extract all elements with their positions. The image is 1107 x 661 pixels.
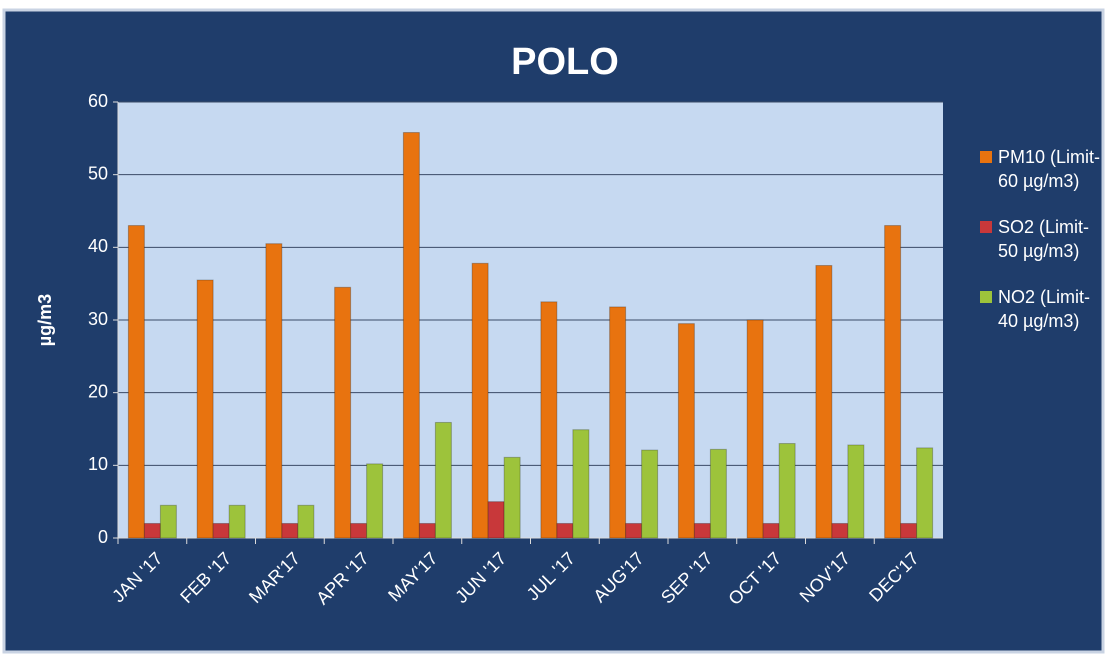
bar xyxy=(196,279,214,539)
legend-swatch xyxy=(980,151,992,163)
bar xyxy=(503,456,521,539)
bar xyxy=(572,429,590,539)
bar xyxy=(540,301,558,539)
bar xyxy=(847,444,865,539)
bar xyxy=(884,225,902,539)
chart-title: POLO xyxy=(511,41,619,83)
bar xyxy=(693,522,711,539)
legend: PM10 (Limit- 60 µg/m3) SO2 (Limit- 50 µg/… xyxy=(980,145,1100,355)
y-axis-label: µg/m3 xyxy=(35,294,55,346)
legend-item: SO2 (Limit- 50 µg/m3) xyxy=(980,215,1100,263)
bar xyxy=(350,522,368,539)
bar xyxy=(212,522,230,539)
legend-label: NO2 (Limit- 40 µg/m3) xyxy=(998,287,1091,331)
bar xyxy=(228,504,246,539)
bar xyxy=(366,463,384,539)
bar xyxy=(625,522,643,539)
bar xyxy=(831,522,849,539)
legend-label: SO2 (Limit- 50 µg/m3) xyxy=(998,217,1090,261)
bar xyxy=(641,449,659,539)
bar xyxy=(334,286,352,539)
bar xyxy=(709,448,727,539)
y-tick-label: 50 xyxy=(88,163,108,183)
y-tick-label: 30 xyxy=(88,309,108,329)
legend-label: PM10 (Limit- 60 µg/m3) xyxy=(998,147,1101,191)
bar xyxy=(556,522,574,539)
bar xyxy=(281,522,299,539)
bar xyxy=(916,447,934,539)
bar xyxy=(297,504,315,539)
bar xyxy=(418,522,436,539)
y-tick-label: 0 xyxy=(98,527,108,547)
legend-swatch xyxy=(980,291,992,303)
bar xyxy=(487,501,505,539)
y-tick-label: 40 xyxy=(88,236,108,256)
y-tick-label: 10 xyxy=(88,454,108,474)
bar xyxy=(434,421,452,539)
bar xyxy=(265,243,283,539)
legend-swatch xyxy=(980,221,992,233)
bar xyxy=(609,306,627,539)
bar xyxy=(677,323,695,539)
legend-item: NO2 (Limit- 40 µg/m3) xyxy=(980,285,1100,333)
bar xyxy=(815,265,833,539)
legend-item: PM10 (Limit- 60 µg/m3) xyxy=(980,145,1100,193)
bar xyxy=(900,522,918,539)
bar xyxy=(143,522,161,539)
y-tick-label: 60 xyxy=(88,91,108,111)
bar xyxy=(402,132,420,539)
bar xyxy=(127,225,145,539)
bar xyxy=(762,522,780,539)
bar xyxy=(746,319,764,539)
y-tick-label: 20 xyxy=(88,381,108,401)
bar xyxy=(471,262,489,539)
bar xyxy=(159,504,177,539)
bar xyxy=(778,443,796,539)
